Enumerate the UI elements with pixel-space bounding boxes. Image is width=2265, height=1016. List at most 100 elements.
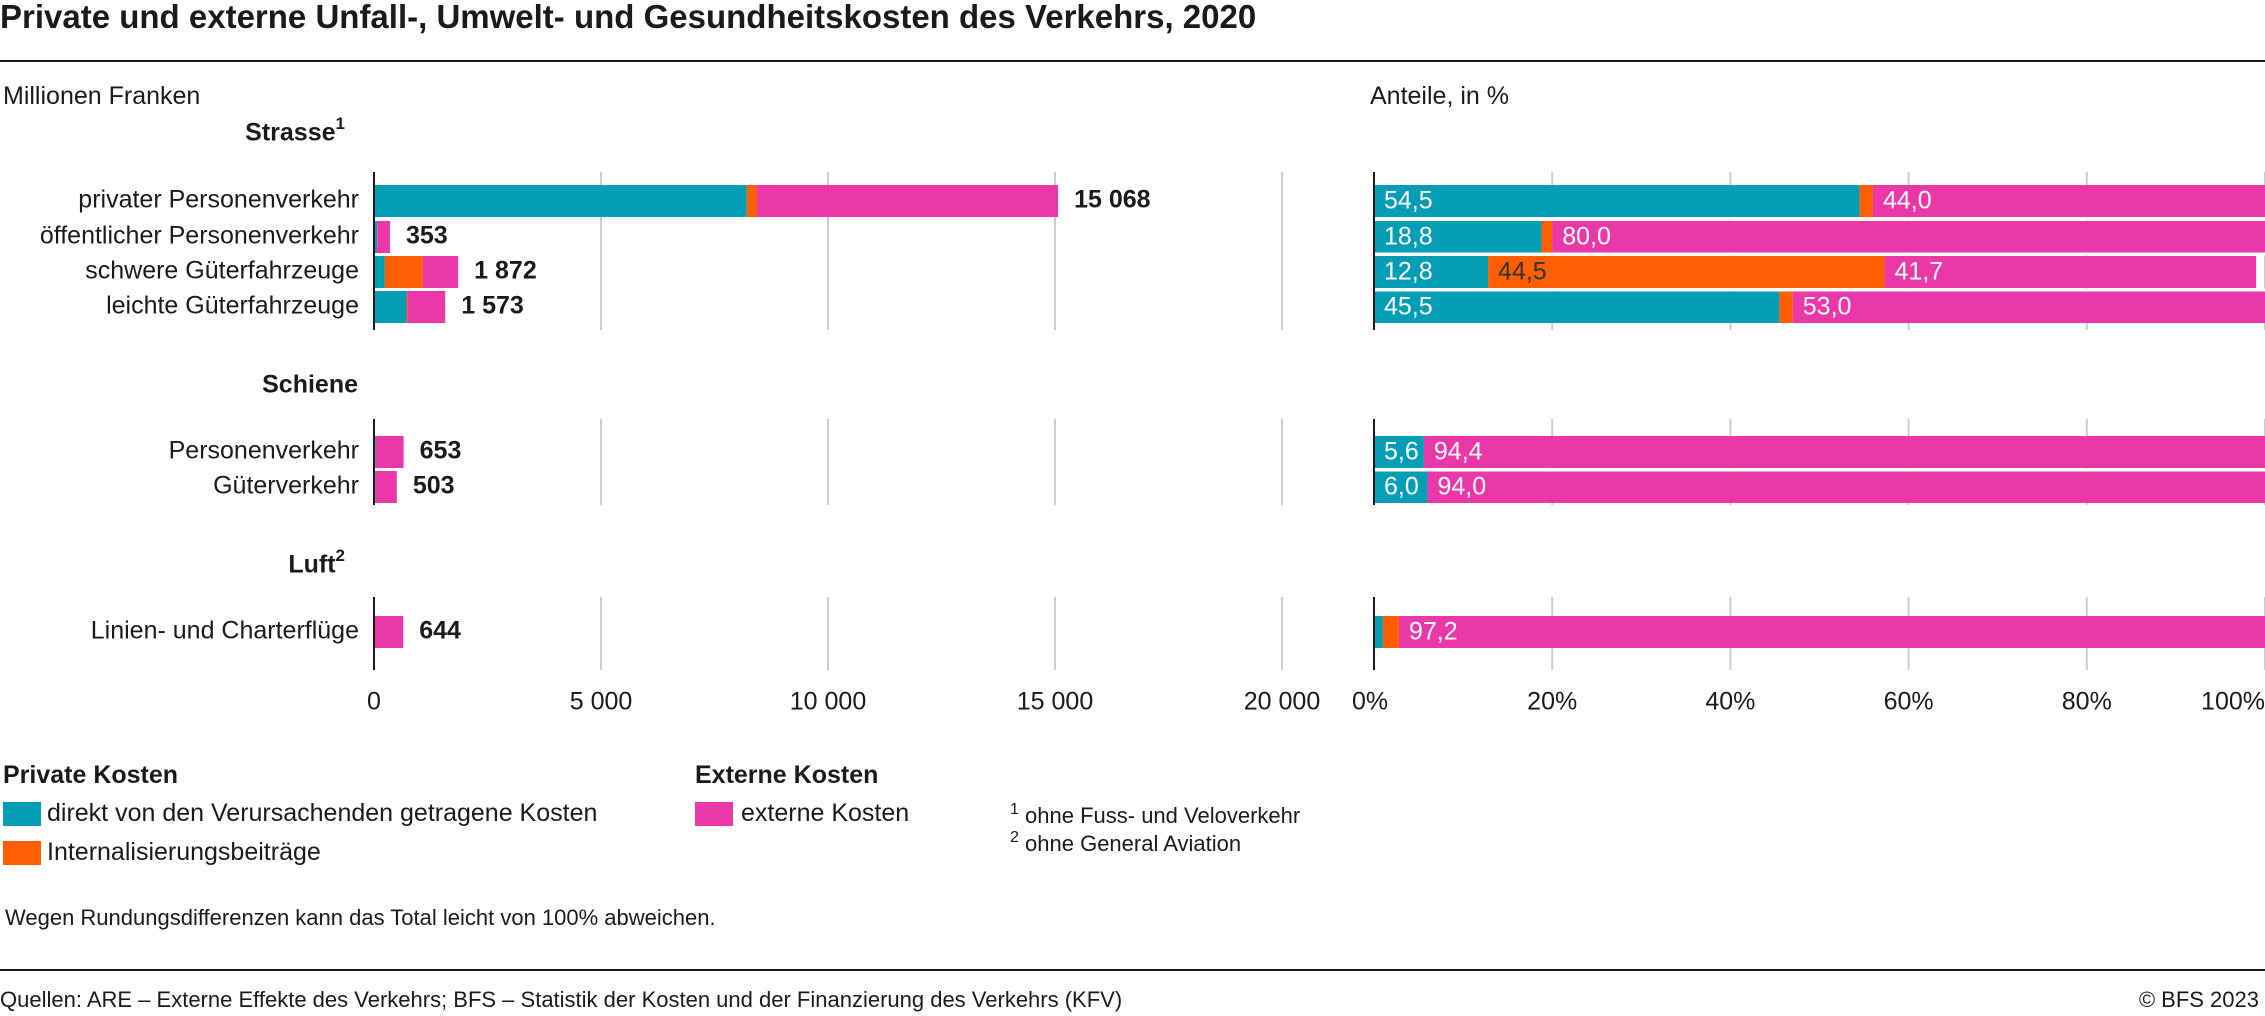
legend-swatch-direct (3, 802, 41, 826)
legend-swatch-external (695, 802, 733, 826)
chart-title: Private und externe Unfall-, Umwelt- und… (0, 0, 1257, 35)
legend-external-heading: Externe Kosten (695, 761, 879, 789)
bar-total-label: 353 (406, 222, 448, 250)
share-value-label: 41,7 (1895, 258, 1944, 286)
bar-segment-external (422, 256, 459, 288)
share-segment-external (1552, 221, 2265, 253)
x-tick-label: 5 000 (570, 688, 633, 716)
bar-segment-internal (746, 185, 758, 217)
group-header: Schiene (262, 371, 358, 399)
category-label: Güterverkehr (213, 472, 359, 500)
rounding-note: Wegen Rundungsdifferenzen kann das Total… (5, 905, 716, 930)
share-segment-internal (1488, 256, 1885, 288)
footnote-1-number: 1 (1010, 801, 1019, 818)
share-value-label: 12,8 (1384, 258, 1433, 286)
right-panel-title: Anteile, in % (1370, 82, 1509, 110)
x-tick-label: 20 000 (1244, 688, 1320, 716)
share-segment-direct (1374, 436, 1424, 468)
share-segment-internal (1541, 221, 1553, 253)
footnote-1-text: ohne Fuss- und Veloverkehr (1025, 803, 1301, 828)
share-value-label: 97,2 (1409, 618, 1458, 646)
x-tick-label: 80% (2062, 688, 2112, 716)
top-rule (0, 60, 2265, 62)
x-tick-label: 15 000 (1017, 688, 1093, 716)
x-tick-label: 10 000 (790, 688, 866, 716)
footnote-2: 2 ohne General Aviation (1010, 829, 1242, 857)
category-label: leichte Güterfahrzeuge (106, 292, 359, 320)
share-segment-external (1792, 291, 2265, 323)
bar-segment-external (374, 616, 404, 648)
share-segment-direct (1374, 185, 1860, 217)
share-value-label: 18,8 (1384, 223, 1433, 251)
share-value-label: 80,0 (1562, 223, 1611, 251)
bar-segment-internal (384, 256, 423, 288)
category-label: öffentlicher Personenverkehr (40, 222, 359, 250)
bar-segment-external (375, 436, 404, 468)
category-label: Linien- und Charterflüge (91, 617, 359, 645)
category-label: schwere Güterfahrzeuge (85, 257, 359, 285)
footnote-2-number: 2 (1010, 829, 1019, 846)
bar-total-label: 644 (419, 617, 461, 645)
share-value-label: 94,4 (1434, 438, 1483, 466)
share-segment-external (1872, 185, 2265, 217)
share-segment-internal (1382, 616, 1399, 648)
bar-segment-external (757, 185, 1059, 217)
bar-total-label: 1 872 (474, 257, 537, 285)
share-segment-external (1423, 436, 2265, 468)
share-segment-direct (1374, 616, 1383, 648)
bar-total-label: 15 068 (1074, 186, 1151, 214)
bar-segment-direct (374, 256, 385, 288)
bottom-rule (0, 969, 2265, 971)
bar-total-label: 653 (420, 437, 462, 465)
share-segment-external (1884, 256, 2257, 288)
legend-swatch-internal (3, 841, 41, 865)
bar-segment-external (407, 291, 446, 323)
group-header: Luft2 (288, 546, 345, 578)
share-value-label: 54,5 (1384, 187, 1433, 215)
x-tick-label: 20% (1527, 688, 1577, 716)
bar-segment-direct (374, 185, 747, 217)
legend-label-internal: Internalisierungsbeiträge (47, 838, 321, 866)
share-segment-internal (1779, 291, 1793, 323)
bar-segment-internal (406, 291, 408, 323)
source-note: Quellen: ARE – Externe Effekte des Verke… (0, 987, 1123, 1012)
group-header-footnote-mark: 2 (336, 546, 345, 565)
share-segment-direct (1374, 221, 1542, 253)
bar-segment-external (377, 221, 390, 253)
category-label: privater Personenverkehr (78, 186, 359, 214)
share-segment-external (1398, 616, 2265, 648)
bar-total-label: 503 (413, 472, 455, 500)
x-tick-label: 40% (1705, 688, 1755, 716)
share-value-label: 44,0 (1883, 187, 1932, 215)
left-panel-title: Millionen Franken (3, 82, 201, 110)
share-segment-direct (1374, 256, 1489, 288)
share-segment-external (1427, 471, 2265, 503)
category-label: Personenverkehr (169, 437, 359, 465)
legend-label-external: externe Kosten (741, 799, 910, 827)
share-segment-direct (1374, 291, 1780, 323)
bar-segment-external (375, 471, 397, 503)
group-header: Strasse1 (245, 114, 345, 146)
share-value-label: 94,0 (1437, 473, 1486, 501)
x-tick-label: 0 (367, 688, 381, 716)
x-tick-label: 100% (2201, 688, 2265, 716)
footnote-1: 1 ohne Fuss- und Veloverkehr (1010, 801, 1301, 829)
share-segment-direct (1374, 471, 1428, 503)
x-tick-label: 0% (1352, 688, 1388, 716)
share-value-label: 5,6 (1384, 438, 1419, 466)
legend-private-heading: Private Kosten (3, 761, 179, 789)
bar-total-label: 1 573 (461, 292, 524, 320)
share-value-label: 6,0 (1384, 473, 1419, 501)
legend-label-direct: direkt von den Verursachenden getragene … (47, 799, 598, 827)
share-value-label: 53,0 (1803, 293, 1852, 321)
share-value-label: 45,5 (1384, 293, 1433, 321)
x-tick-label: 60% (1884, 688, 1934, 716)
copyright: © BFS 2023 (2138, 987, 2259, 1012)
group-header-footnote-mark: 1 (336, 114, 345, 133)
share-segment-internal (1859, 185, 1873, 217)
footnote-2-text: ohne General Aviation (1025, 831, 1242, 856)
bar-segment-direct (374, 221, 377, 253)
share-value-label: 44,5 (1498, 258, 1547, 286)
bar-segment-direct (374, 291, 407, 323)
